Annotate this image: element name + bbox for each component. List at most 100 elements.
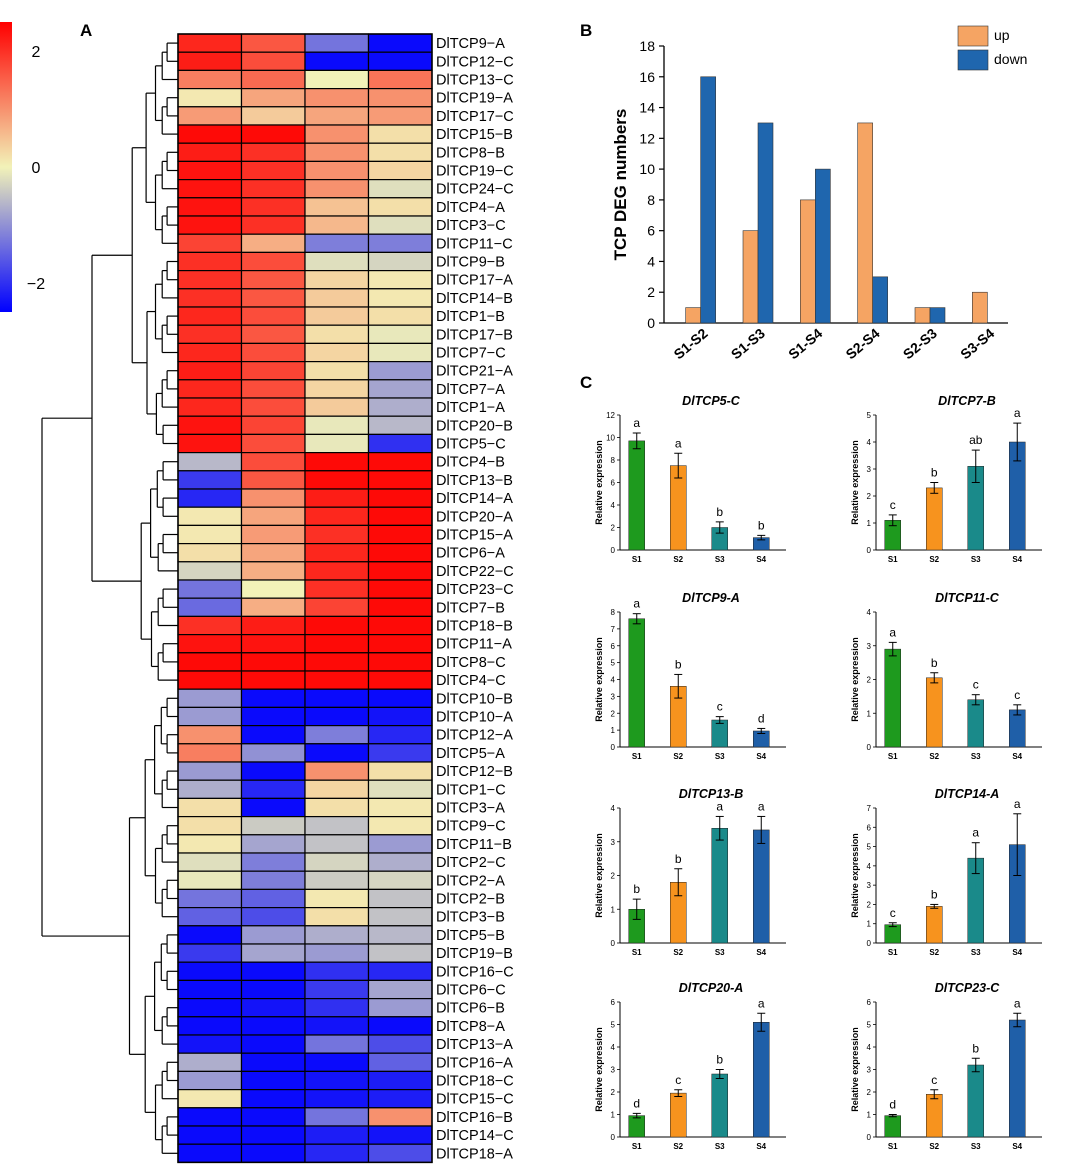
heatmap-row-label: DlTCP6−B — [436, 1001, 505, 1017]
x-tick-label: S3 — [971, 948, 981, 957]
heatmap-cell — [304, 852, 370, 872]
heatmap-row-label: DlTCP18−C — [436, 1074, 514, 1090]
heatmap-cell — [304, 124, 370, 144]
heatmap-cell — [367, 1070, 433, 1091]
x-tick-label: S2-S3 — [900, 325, 940, 362]
heatmap-cell — [177, 961, 243, 982]
heatmap-cell — [304, 925, 370, 945]
y-tick-label: 4 — [611, 1043, 616, 1052]
heatmap-cell — [367, 179, 433, 199]
heatmap-cell — [367, 633, 433, 654]
y-tick-label: 4 — [867, 438, 872, 447]
heatmap-cell — [367, 506, 433, 527]
heatmap-cell — [304, 652, 370, 672]
heatmap-cell — [304, 870, 370, 891]
heatmap-cell — [367, 142, 433, 162]
heatmap-cell — [367, 306, 433, 326]
heatmap-cell — [177, 688, 243, 709]
heatmap-cell — [177, 69, 243, 90]
x-tick-label: S4 — [756, 752, 766, 761]
x-tick-label: S2 — [673, 1142, 683, 1151]
heatmap-cell — [240, 1034, 306, 1054]
heatmap-cell — [367, 251, 433, 272]
bar — [711, 1073, 728, 1138]
y-tick-label: 3 — [611, 1066, 616, 1075]
y-tick-label: 0 — [867, 939, 872, 948]
significance-letter: a — [633, 597, 640, 611]
heatmap-cell — [177, 488, 243, 508]
heatmap-cell — [240, 87, 306, 108]
heatmap-cell — [367, 815, 433, 836]
heatmap-cell — [367, 779, 433, 800]
heatmap-row-label: DlTCP1−C — [436, 782, 506, 798]
heatmap-cell — [240, 1143, 306, 1163]
heatmap-cell — [304, 379, 370, 399]
y-tick-label: 4 — [647, 253, 655, 269]
bar-up — [685, 307, 701, 324]
heatmap-row-label: DlTCP10−A — [436, 710, 513, 726]
bar-down — [815, 168, 831, 324]
significance-letter: c — [890, 498, 896, 512]
heatmap-row-label: DlTCP7−A — [436, 382, 505, 398]
heatmap-cell — [240, 452, 306, 472]
heatmap-row-label: DlTCP18−B — [436, 619, 513, 635]
x-tick-label: S2-S4 — [842, 325, 882, 362]
heatmap-cell — [367, 1088, 433, 1109]
y-tick-label: 0 — [611, 939, 616, 948]
heatmap-row-label: DlTCP4−B — [436, 455, 505, 471]
heatmap-cell — [304, 288, 370, 308]
chart-title: DlTCP11-C — [935, 591, 1000, 605]
expression-chart: DlTCP11-C 0 1 2 3 4 Relative expression a S1 b S2 c… — [850, 591, 1042, 761]
expression-chart: DlTCP14-A 0 1 2 3 4 5 6 7 Relative expression c S1 b… — [850, 787, 1042, 957]
heatmap-cell — [240, 1107, 306, 1127]
heatmap-cell — [304, 761, 370, 781]
heatmap-cell — [177, 779, 243, 800]
heatmap-cell — [304, 1016, 370, 1036]
bar-up — [972, 291, 988, 324]
y-tick-label: 1 — [867, 920, 872, 929]
x-tick-label: S1 — [888, 948, 898, 957]
y-tick-label: 14 — [639, 100, 655, 116]
panel-label-a: A — [80, 21, 92, 40]
chart-title: DlTCP20-A — [679, 981, 744, 995]
bar — [1009, 1019, 1026, 1138]
heatmap-cell — [240, 852, 306, 872]
heatmap-cell — [304, 415, 370, 436]
color-scale-bar — [0, 22, 12, 312]
heatmap-cell — [177, 452, 243, 472]
x-tick-label: S2 — [673, 752, 683, 761]
heatmap-cell — [367, 488, 433, 508]
y-tick-label: 5 — [611, 1021, 616, 1030]
heatmap-cell — [304, 324, 370, 345]
heatmap-cell — [240, 761, 306, 781]
x-tick-label: S4 — [1012, 752, 1022, 761]
x-tick-label: S3 — [715, 555, 725, 564]
heatmap-cell — [240, 615, 306, 636]
heatmap-panel: DlTCP9−A DlTCP12−C DlTCP13−C DlTCP19−A DlTCP… — [0, 22, 514, 1164]
bar — [628, 1115, 645, 1138]
heatmap-row-label: DlTCP14−A — [436, 491, 513, 507]
heatmap-row-label: DlTCP3−A — [436, 801, 505, 817]
x-tick-label: S1-S3 — [728, 325, 768, 362]
x-tick-label: S3 — [971, 1142, 981, 1151]
significance-letter: b — [675, 852, 682, 866]
significance-letter: a — [889, 625, 896, 639]
bar — [884, 1115, 901, 1138]
x-tick-label: S1 — [888, 752, 898, 761]
y-tick-label: 12 — [606, 411, 615, 420]
heatmap-row-label: DlTCP14−C — [436, 1128, 514, 1144]
y-tick-label: 1 — [867, 519, 872, 528]
heatmap-row-label: DlTCP5−B — [436, 928, 505, 944]
heatmap-row-label: DlTCP2−A — [436, 873, 505, 889]
heatmap-cell — [177, 724, 243, 745]
heatmap-cell — [304, 670, 370, 690]
heatmap-cell — [367, 87, 433, 108]
x-tick-label: S2 — [929, 555, 939, 564]
y-tick-label: 0 — [867, 1133, 872, 1142]
significance-letter: c — [717, 700, 723, 714]
x-tick-label: S1 — [632, 555, 642, 564]
y-tick-label: 6 — [867, 823, 872, 832]
heatmap-row-label: DlTCP15−B — [436, 127, 513, 143]
y-tick-label: 1 — [867, 709, 872, 718]
